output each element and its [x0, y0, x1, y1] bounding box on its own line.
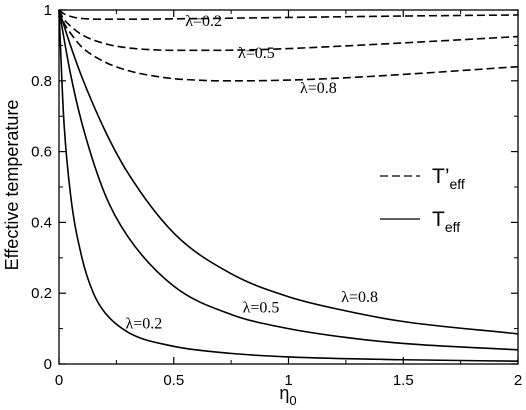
curve-label: λ=0.8 [300, 80, 337, 97]
curve-label: λ=0.5 [243, 300, 280, 317]
y-tick-label: 1 [44, 2, 52, 19]
x-tick-label: 1.5 [393, 372, 414, 389]
y-tick-label: 0 [44, 356, 52, 373]
series-dashed-2 [59, 10, 518, 81]
y-tick-label: 0.2 [31, 285, 52, 302]
x-tick-label: 0.5 [163, 372, 184, 389]
curve-label: λ=0.2 [185, 13, 222, 30]
legend-label-subscript: eff [450, 176, 465, 192]
y-tick-label: 0.4 [31, 214, 52, 231]
legend: T’eff Teff [380, 165, 465, 235]
curve-label: λ=0.8 [341, 289, 378, 306]
legend-label-solid: Teff [432, 208, 460, 235]
legend-label-dashed: T’eff [432, 165, 465, 192]
curve-label: λ=0.2 [126, 316, 163, 333]
annotations-layer: λ=0.2 λ=0.5 λ=0.8 λ=0.2 λ=0.5 λ=0.8 [126, 13, 379, 333]
x-axis-title-symbol: η [279, 383, 289, 403]
y-axis-title: Effective temperature [2, 100, 22, 271]
x-axis-title: η0 [279, 383, 296, 408]
legend-label-main: T’ [432, 165, 450, 188]
legend-label-main: T [432, 208, 445, 231]
x-tick-label: 0 [55, 372, 63, 389]
y-tick-label: 0.8 [31, 73, 52, 90]
x-tick-label: 2 [514, 372, 522, 389]
curve-label: λ=0.5 [238, 45, 275, 62]
x-axis-title-subscript: 0 [289, 393, 296, 408]
legend-label-subscript: eff [445, 219, 460, 235]
y-tick-label: 0.6 [31, 144, 52, 161]
